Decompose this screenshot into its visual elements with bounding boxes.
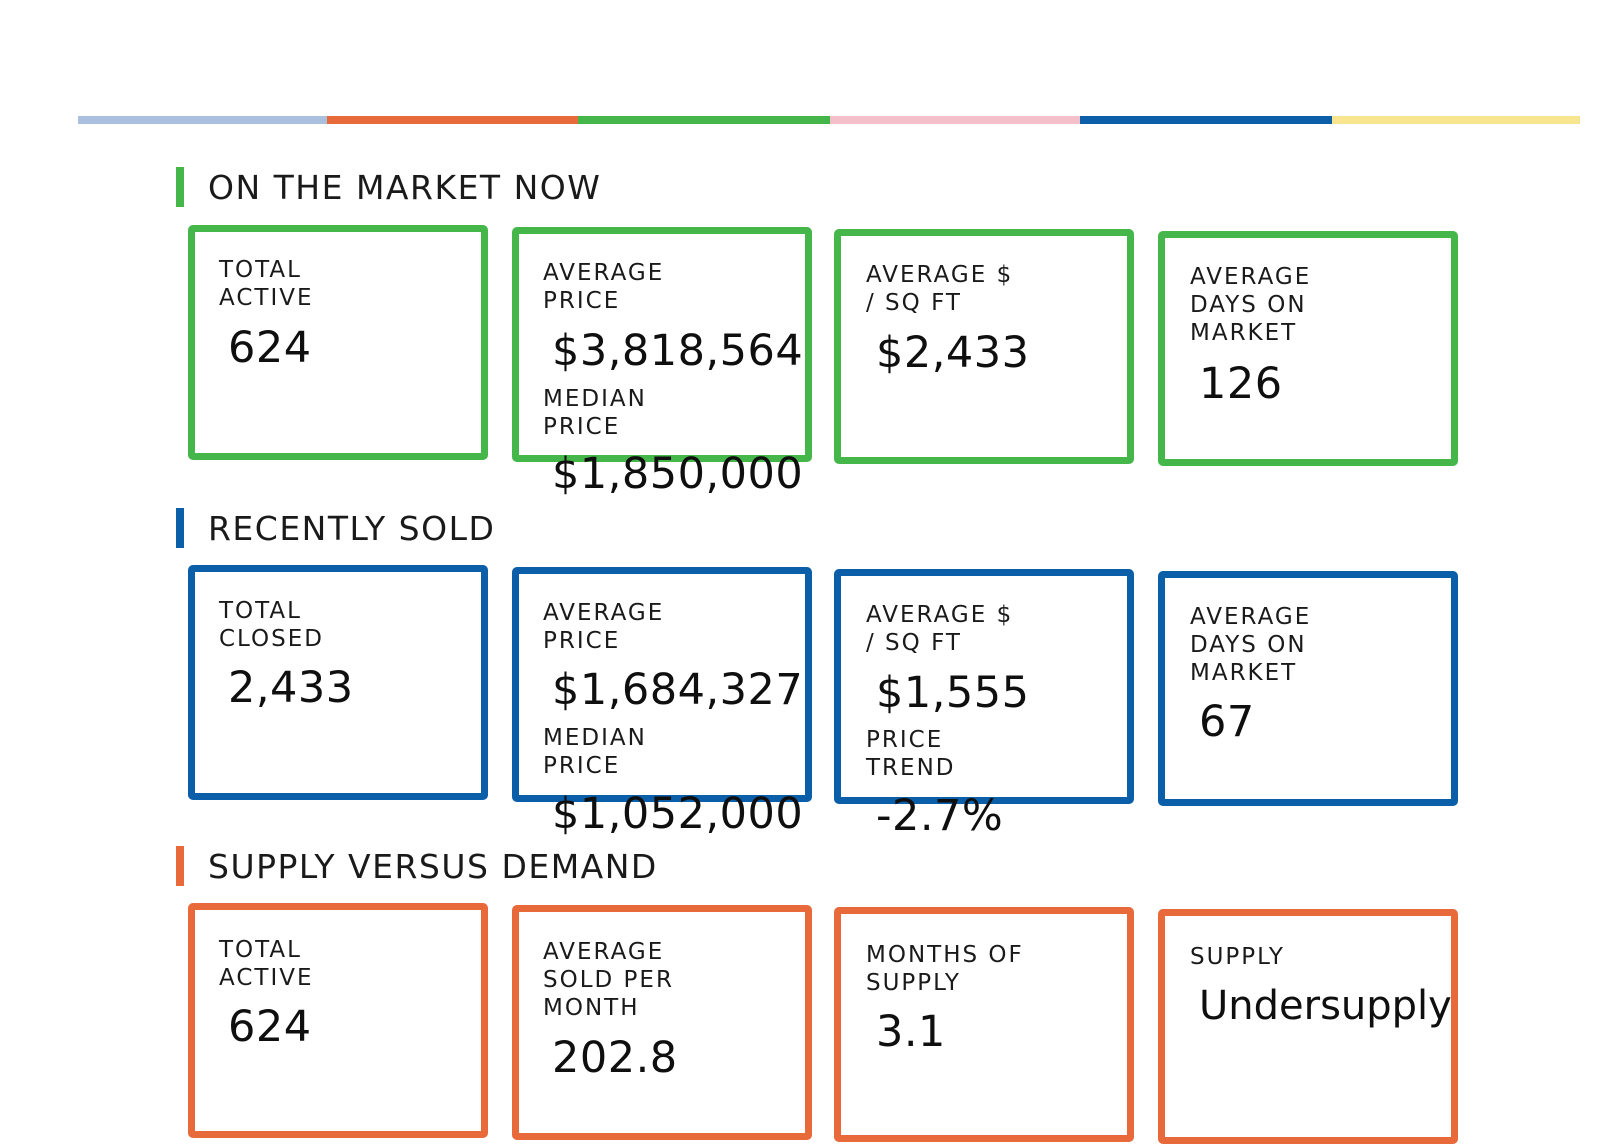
card-average-price	[512, 227, 812, 462]
card-total-closed	[188, 565, 488, 800]
card-average-days-on-market	[1158, 231, 1458, 466]
price-trend-label: PRICE TREND	[866, 727, 956, 781]
average-price-label: AVERAGE PRICE	[543, 260, 665, 314]
sold-average-price-value: $1,684,327	[552, 665, 804, 715]
stripe-segment-green	[578, 116, 830, 124]
sold-avg-dom-value: 67	[1199, 697, 1255, 747]
color-stripe	[78, 116, 1580, 124]
total-active-label: TOTAL ACTIVE	[219, 257, 314, 311]
section-title-text: ON THE MARKET NOW	[208, 167, 602, 207]
stripe-segment-pink	[830, 116, 1080, 124]
card-sold-average-price-per-sqft	[834, 569, 1134, 804]
section-title-text: RECENTLY SOLD	[208, 508, 496, 548]
avg-sold-per-month-value: 202.8	[552, 1033, 678, 1083]
sold-median-price-label: MEDIAN PRICE	[543, 725, 647, 779]
card-sold-average-days-on-market	[1158, 571, 1458, 806]
price-trend-value: -2.7%	[876, 791, 1004, 841]
supply-status-value: Undersupply	[1199, 983, 1452, 1029]
section-title-supply-demand: SUPPLY VERSUS DEMAND	[176, 846, 658, 886]
supply-status-label: SUPPLY	[1190, 944, 1285, 970]
total-active-value: 624	[228, 323, 312, 373]
section-accent-bar	[176, 846, 184, 886]
median-price-label: MEDIAN PRICE	[543, 386, 647, 440]
average-price-value: $3,818,564	[552, 326, 804, 376]
stripe-segment-orange	[327, 116, 578, 124]
stripe-segment-blue	[1080, 116, 1332, 124]
section-title-text: SUPPLY VERSUS DEMAND	[208, 846, 658, 886]
stripe-segment-light-blue	[78, 116, 327, 124]
sold-avg-dom-label: AVERAGE DAYS ON MARKET	[1190, 604, 1312, 686]
card-total-active	[188, 225, 488, 460]
months-of-supply-value: 3.1	[876, 1007, 946, 1057]
card-supply-total-active	[188, 903, 488, 1138]
section-title-recently-sold: RECENTLY SOLD	[176, 508, 495, 548]
supply-total-active-value: 624	[228, 1002, 312, 1052]
avg-dom-label: AVERAGE DAYS ON MARKET	[1190, 264, 1312, 346]
sold-avg-sqft-value: $1,555	[876, 668, 1030, 718]
supply-total-active-label: TOTAL ACTIVE	[219, 937, 314, 991]
stripe-segment-yellow	[1332, 116, 1580, 124]
avg-sold-per-month-label: AVERAGE SOLD PER MONTH	[543, 939, 674, 1021]
sold-avg-sqft-label: AVERAGE $ / SQ FT	[866, 602, 1014, 656]
avg-dom-value: 126	[1199, 359, 1283, 409]
avg-sqft-label: AVERAGE $ / SQ FT	[866, 262, 1014, 316]
section-accent-bar	[176, 167, 184, 207]
section-title-market-now: ON THE MARKET NOW	[176, 167, 601, 207]
median-price-value: $1,850,000	[552, 449, 804, 499]
card-average-price-per-sqft	[834, 229, 1134, 464]
section-accent-bar	[176, 508, 184, 548]
sold-median-price-value: $1,052,000	[552, 789, 804, 839]
total-closed-label: TOTAL CLOSED	[219, 598, 324, 652]
months-of-supply-label: MONTHS OF SUPPLY	[866, 942, 1024, 996]
sold-average-price-label: AVERAGE PRICE	[543, 600, 665, 654]
card-average-sold-per-month	[512, 905, 812, 1140]
avg-sqft-value: $2,433	[876, 328, 1030, 378]
total-closed-value: 2,433	[228, 663, 354, 713]
card-months-of-supply	[834, 907, 1134, 1142]
card-sold-average-price	[512, 567, 812, 802]
